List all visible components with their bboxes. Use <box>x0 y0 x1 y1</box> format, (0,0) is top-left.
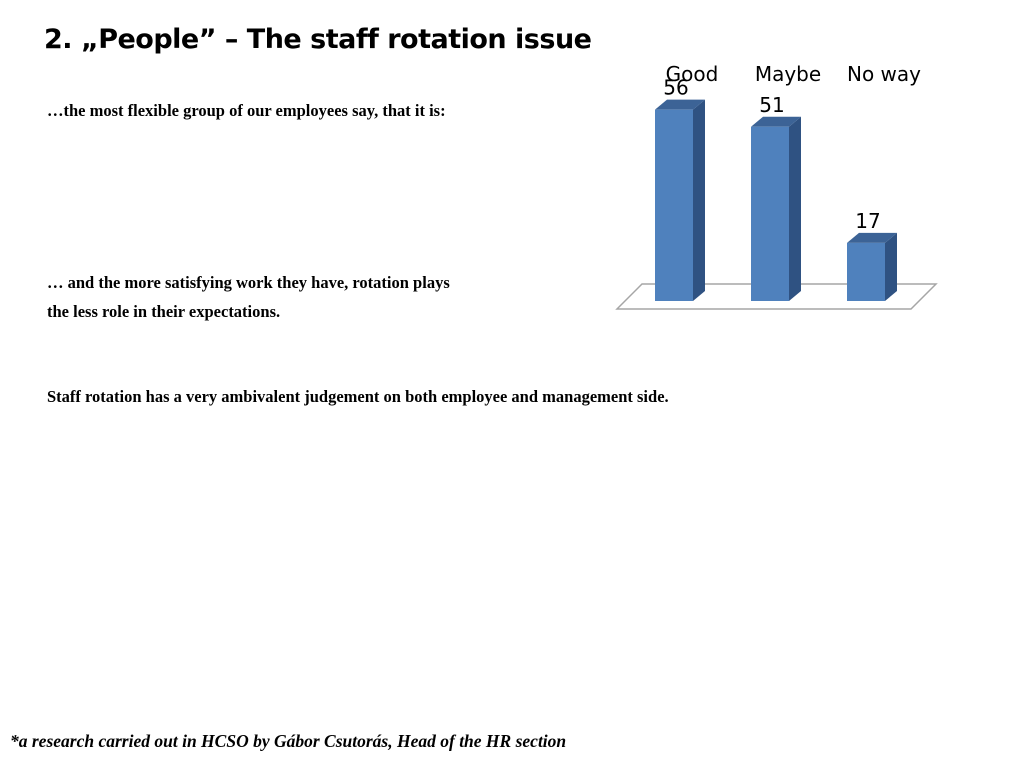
satisfaction-text-line1: … and the more satisfying work they have… <box>47 273 450 292</box>
bar <box>655 109 693 301</box>
data-label: 56 <box>663 76 688 100</box>
category-label: No way <box>847 62 921 86</box>
bar-side <box>693 99 705 301</box>
footnote: *a research carried out in HCSO by Gábor… <box>10 731 567 751</box>
bar-top <box>655 99 705 110</box>
category-label: Maybe <box>755 62 821 86</box>
data-label: 17 <box>855 209 880 233</box>
bar-top <box>751 116 801 127</box>
bar-side <box>789 116 801 301</box>
slide-title: 2. „People” – The staff rotation issue <box>44 24 592 55</box>
bar-side <box>885 232 897 301</box>
category-label: Good <box>666 62 719 86</box>
bar <box>751 126 789 301</box>
satisfaction-text: … and the more satisfying work they have… <box>47 268 450 326</box>
bar-top <box>847 232 897 243</box>
intro-text: …the most flexible group of our employee… <box>47 101 446 120</box>
bar <box>847 242 885 301</box>
data-label: 51 <box>759 93 784 117</box>
conclusion-text: Staff rotation has a very ambivalent jud… <box>47 387 669 406</box>
satisfaction-text-line2: the less role in their expectations. <box>47 302 281 321</box>
